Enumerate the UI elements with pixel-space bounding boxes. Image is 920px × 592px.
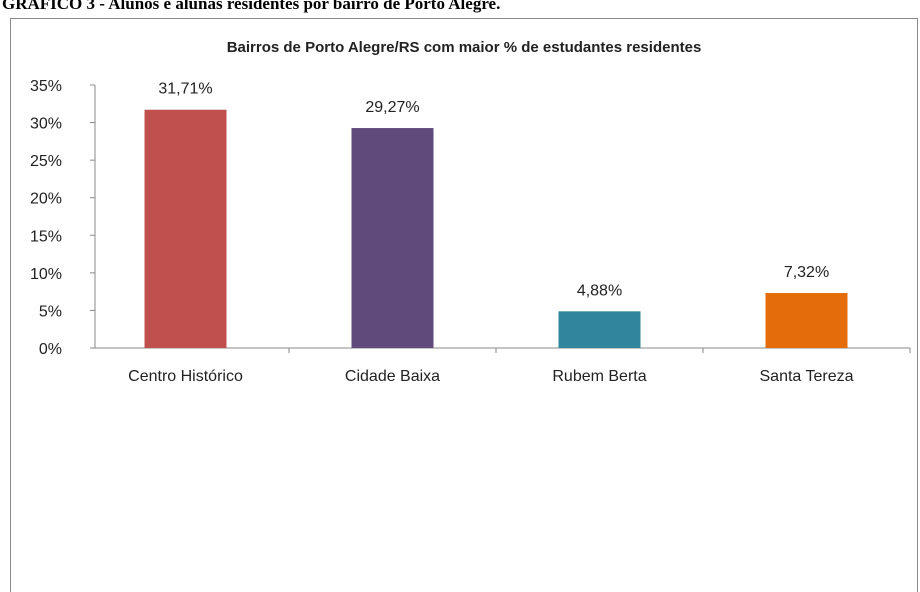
chart-title: Bairros de Porto Alegre/RS com maior % d… [227, 39, 702, 56]
value-label: 31,71% [158, 81, 212, 98]
y-tick-label: 15% [30, 228, 62, 245]
y-tick-label: 5% [39, 303, 62, 320]
y-tick-label: 20% [30, 191, 62, 208]
bar [144, 109, 227, 348]
y-tick-label: 25% [30, 153, 62, 170]
value-label: 4,88% [577, 282, 622, 299]
value-label: 29,27% [365, 99, 419, 116]
x-tick-label: Cidade Baixa [345, 368, 440, 385]
bar [351, 128, 434, 348]
page-heading: GRÁFICO 3 - Alunos e alunas residentes p… [2, 0, 500, 13]
x-tick-label: Centro Histórico [128, 368, 243, 385]
y-tick-label: 35% [30, 78, 62, 95]
y-tick-label: 30% [30, 116, 62, 133]
bar [765, 292, 848, 348]
x-tick-label: Santa Tereza [760, 368, 854, 385]
x-tick-label: Rubem Berta [552, 368, 646, 385]
bar [558, 311, 641, 348]
y-tick-label: 10% [30, 266, 62, 283]
value-label: 7,32% [784, 264, 829, 281]
y-tick-label: 0% [39, 341, 62, 358]
